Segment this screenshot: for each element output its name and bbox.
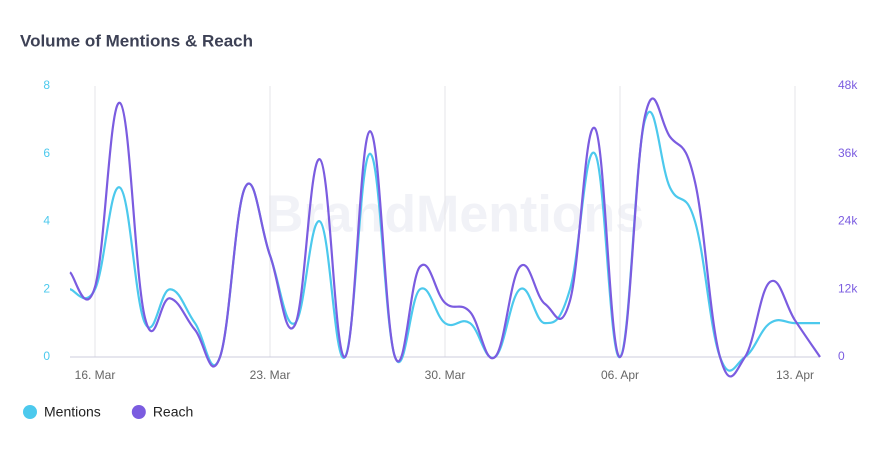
y-tick-label: 8 [43, 78, 50, 92]
legend-label: Reach [153, 404, 193, 420]
y-tick-label: 6 [43, 146, 50, 160]
y2-tick-label: 48k [838, 78, 858, 92]
y2-tick-label: 0 [838, 349, 845, 363]
x-tick-label: 16. Mar [75, 368, 116, 382]
x-tick-label: 13. Apr [776, 368, 814, 382]
y-tick-label: 2 [43, 281, 50, 295]
x-tick-label: 06. Apr [601, 368, 639, 382]
y2-tick-label: 12k [838, 281, 858, 295]
legend-marker [23, 405, 37, 419]
chart-title: Volume of Mentions & Reach [20, 31, 253, 50]
legend-marker [131, 405, 146, 419]
series-line [69, 110, 820, 372]
x-tick-label: 23. Mar [250, 368, 291, 382]
y2-tick-label: 24k [838, 214, 858, 228]
legend-label: Mentions [44, 404, 101, 420]
series-line [69, 97, 821, 378]
watermark: BrandMentions [266, 186, 644, 244]
x-tick-label: 30. Mar [425, 368, 466, 382]
y-tick-label: 4 [43, 214, 50, 228]
y-tick-label: 0 [43, 349, 50, 363]
y2-tick-label: 36k [838, 146, 858, 160]
